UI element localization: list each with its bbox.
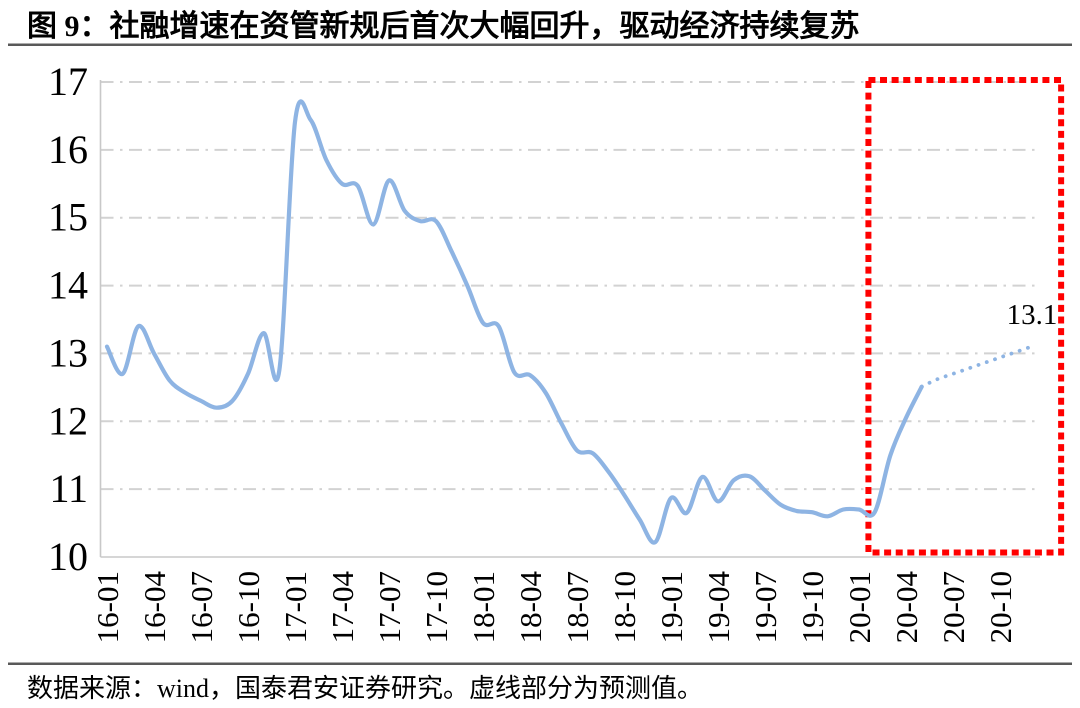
x-tick-label: 20-10 bbox=[983, 571, 1018, 643]
final-value-annotation: 13.1 bbox=[1007, 299, 1058, 331]
x-tick-label: 16-07 bbox=[184, 571, 219, 643]
x-tick-label: 20-01 bbox=[842, 571, 877, 643]
y-tick-label: 13 bbox=[48, 330, 88, 375]
x-tick-label: 20-04 bbox=[889, 571, 924, 644]
y-tick-label: 15 bbox=[48, 195, 88, 240]
source-note: 数据来源：wind，国泰君安证券研究。虚线部分为预测值。 bbox=[27, 674, 703, 703]
y-tick-label: 17 bbox=[48, 59, 88, 104]
x-tick-label: 18-01 bbox=[466, 571, 501, 643]
y-tick-label: 16 bbox=[48, 127, 88, 172]
x-tick-label: 20-07 bbox=[936, 571, 971, 643]
forecast-highlight-box bbox=[865, 77, 1065, 556]
y-axis-labels: 10 11 12 13 14 15 16 17 bbox=[48, 59, 88, 579]
figure-title: 图 9：社融增速在资管新规后首次大幅回升，驱动经济持续复苏 bbox=[27, 9, 860, 43]
y-tick-label: 14 bbox=[48, 263, 88, 308]
axes bbox=[99, 80, 1040, 558]
x-tick-label: 17-07 bbox=[372, 571, 407, 643]
x-tick-label: 16-01 bbox=[90, 571, 125, 643]
y-tick-label: 11 bbox=[49, 466, 88, 511]
x-tick-label: 19-07 bbox=[748, 571, 783, 643]
x-tick-label: 19-04 bbox=[701, 571, 736, 644]
x-tick-label: 17-04 bbox=[325, 571, 360, 644]
series-line-solid bbox=[104, 99, 924, 545]
x-tick-label: 16-04 bbox=[137, 571, 172, 644]
x-tick-label: 16-10 bbox=[231, 571, 266, 643]
x-tick-label: 17-10 bbox=[419, 571, 454, 643]
x-tick-label: 18-04 bbox=[513, 571, 548, 644]
x-tick-label: 19-01 bbox=[654, 571, 689, 643]
y-tick-label: 10 bbox=[48, 534, 88, 579]
x-tick-label: 18-10 bbox=[607, 571, 642, 643]
footer-separator bbox=[8, 662, 1072, 665]
x-tick-label: 18-07 bbox=[560, 571, 595, 643]
x-tick-label: 17-01 bbox=[278, 571, 313, 643]
title-separator bbox=[8, 43, 1072, 46]
series-line-forecast bbox=[919, 344, 1034, 389]
x-axis-labels: 16-01 16-04 16-07 16-10 17-01 17-04 17-07 17-10… bbox=[90, 571, 1018, 644]
y-tick-label: 12 bbox=[48, 398, 88, 443]
x-tick-label: 19-10 bbox=[795, 571, 830, 643]
